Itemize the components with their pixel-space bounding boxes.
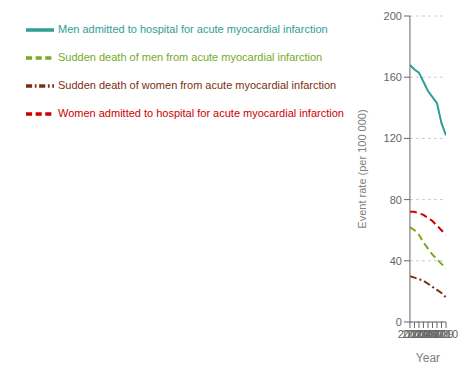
html-text:Sudden death of men from acute: Sudden death of men from acute myocardia… [58,50,323,63]
svg-text:2010: 2010 [434,328,458,340]
svg-text:160: 160 [384,71,402,83]
html-text:Men admitted to hospital for a: Men admitted to hospital for acute myoca… [58,22,328,35]
svg-text:40: 40 [390,255,402,267]
svg-text:0: 0 [396,316,402,328]
svg-text:120: 120 [384,132,402,144]
html-text:Women admitted to hospital for: Women admitted to hospital for acute myo… [58,106,344,119]
svg-text:Event rate (per 100 000): Event rate (per 100 000) [356,109,368,228]
svg-text:Year: Year [416,351,440,365]
svg-text:200: 200 [384,10,402,22]
svg-text:80: 80 [390,194,402,206]
html-text:Sudden death of women from acu: Sudden death of women from acute myocard… [58,78,337,91]
